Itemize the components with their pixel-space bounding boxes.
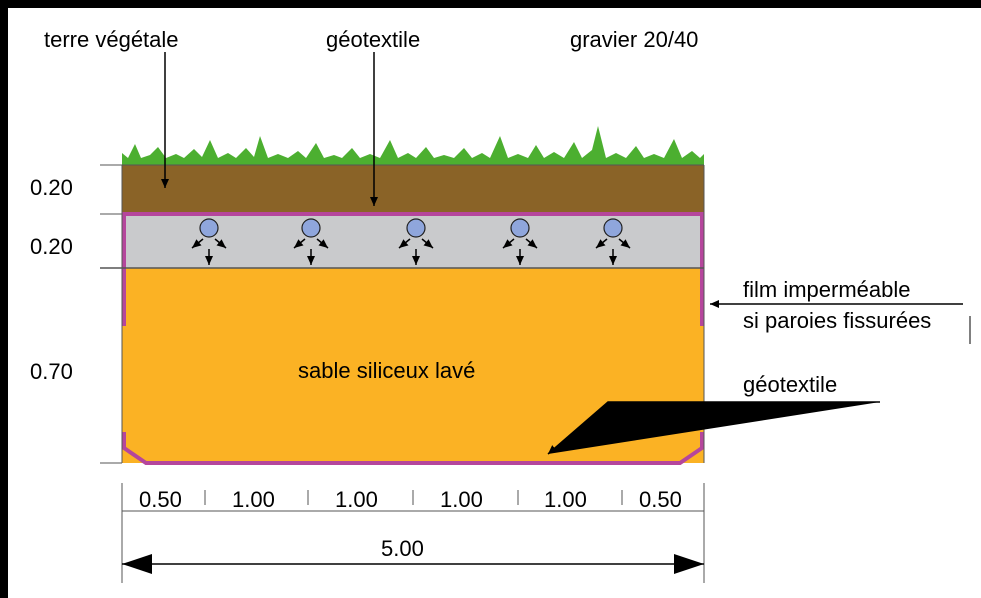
arrow-icon xyxy=(618,238,631,249)
arrow-icon xyxy=(421,238,434,249)
depth-label-topsoil: 0.20 xyxy=(30,175,73,200)
arrow-icon xyxy=(398,238,411,249)
arrow-icon xyxy=(316,238,329,249)
label-film-line1: film imperméable xyxy=(743,277,911,302)
width-label-6: 0.50 xyxy=(639,487,682,512)
drain-pipes xyxy=(191,218,631,265)
arrow-icon xyxy=(191,238,204,249)
width-dim-ticks xyxy=(204,490,623,505)
total-width-label: 5.00 xyxy=(381,536,424,561)
leader-geotextile-bottom xyxy=(547,401,880,455)
width-label-4: 1.00 xyxy=(440,487,483,512)
arrow-icon xyxy=(595,238,608,249)
drain-pipe-icon xyxy=(502,218,538,265)
arrow-icon xyxy=(293,238,306,249)
label-geotextile-top: géotextile xyxy=(326,27,420,52)
width-label-2: 1.00 xyxy=(232,487,275,512)
width-label-3: 1.00 xyxy=(335,487,378,512)
drain-pipe-icon xyxy=(191,218,227,265)
label-gravel: gravier 20/40 xyxy=(570,27,698,52)
arrow-icon xyxy=(214,238,227,249)
width-label-5: 1.00 xyxy=(544,487,587,512)
geotextile-bottom-line xyxy=(122,432,704,465)
arrow-icon xyxy=(525,238,538,249)
depth-label-sand: 0.70 xyxy=(30,359,73,384)
label-sand: sable siliceux lavé xyxy=(298,358,475,383)
width-label-1: 0.50 xyxy=(139,487,182,512)
grass-surface xyxy=(122,126,704,165)
drain-pipe-icon xyxy=(293,218,329,265)
drawing-frame: terre végétale géotextile gravier 20/40 … xyxy=(8,8,981,598)
cross-section-diagram: terre végétale géotextile gravier 20/40 … xyxy=(30,27,971,583)
depth-label-gravel: 0.20 xyxy=(30,234,73,259)
drain-pipe-icon xyxy=(398,218,434,265)
arrow-icon xyxy=(502,238,515,249)
topsoil-layer xyxy=(122,165,704,214)
label-film-line2: si paroies fissurées xyxy=(743,308,931,333)
label-topsoil: terre végétale xyxy=(44,27,179,52)
total-dim-arrow xyxy=(122,554,704,574)
drain-pipe-icon xyxy=(595,218,631,265)
label-geotextile-bottom: géotextile xyxy=(743,372,837,397)
